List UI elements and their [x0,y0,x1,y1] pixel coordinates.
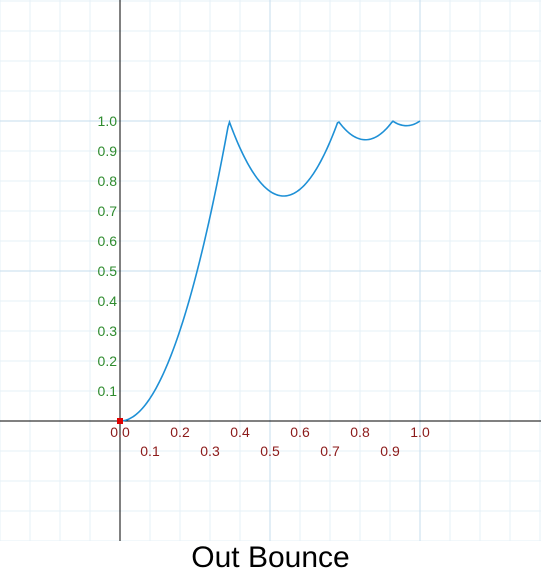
x-tick-label: 0.5 [260,443,280,459]
y-tick-label: 0.5 [98,263,118,279]
x-tick-label: 0.9 [380,443,400,459]
y-tick-labels: 0.1 0.2 0.3 0.4 0.5 0.6 0.7 0.8 0.9 1.0 [98,113,118,399]
y-tick-label: 1.0 [98,113,118,129]
y-tick-label: 0.7 [98,203,118,219]
x-tick-label: 0.0 [110,424,130,440]
y-tick-label: 0.1 [98,383,118,399]
y-tick-label: 0.2 [98,353,118,369]
y-tick-label: 0.6 [98,233,118,249]
out-bounce-curve [119,119,421,422]
x-tick-label: 0.4 [230,424,250,440]
x-tick-label: 1.0 [410,424,430,440]
x-tick-label: 0.7 [320,443,340,459]
y-tick-label: 0.3 [98,323,118,339]
x-tick-label: 0.8 [350,424,370,440]
y-tick-label: 0.4 [98,293,118,309]
chart-plot: 0.1 0.2 0.3 0.4 0.5 0.6 0.7 0.8 0.9 1.0 0.0 0.1 0.2… [0,0,541,541]
x-tick-label: 0.6 [290,424,310,440]
origin-marker [117,418,123,424]
x-tick-labels: 0.0 0.1 0.2 0.3 0.4 0.5 0.6 0.7 0.8 0.9 1.0 [110,424,430,459]
x-tick-label: 0.1 [140,443,160,459]
chart-title: Out Bounce [191,541,350,574]
x-tick-label: 0.3 [200,443,220,459]
y-tick-label: 0.8 [98,173,118,189]
x-tick-label: 0.2 [170,424,190,440]
y-tick-label: 0.9 [98,143,118,159]
